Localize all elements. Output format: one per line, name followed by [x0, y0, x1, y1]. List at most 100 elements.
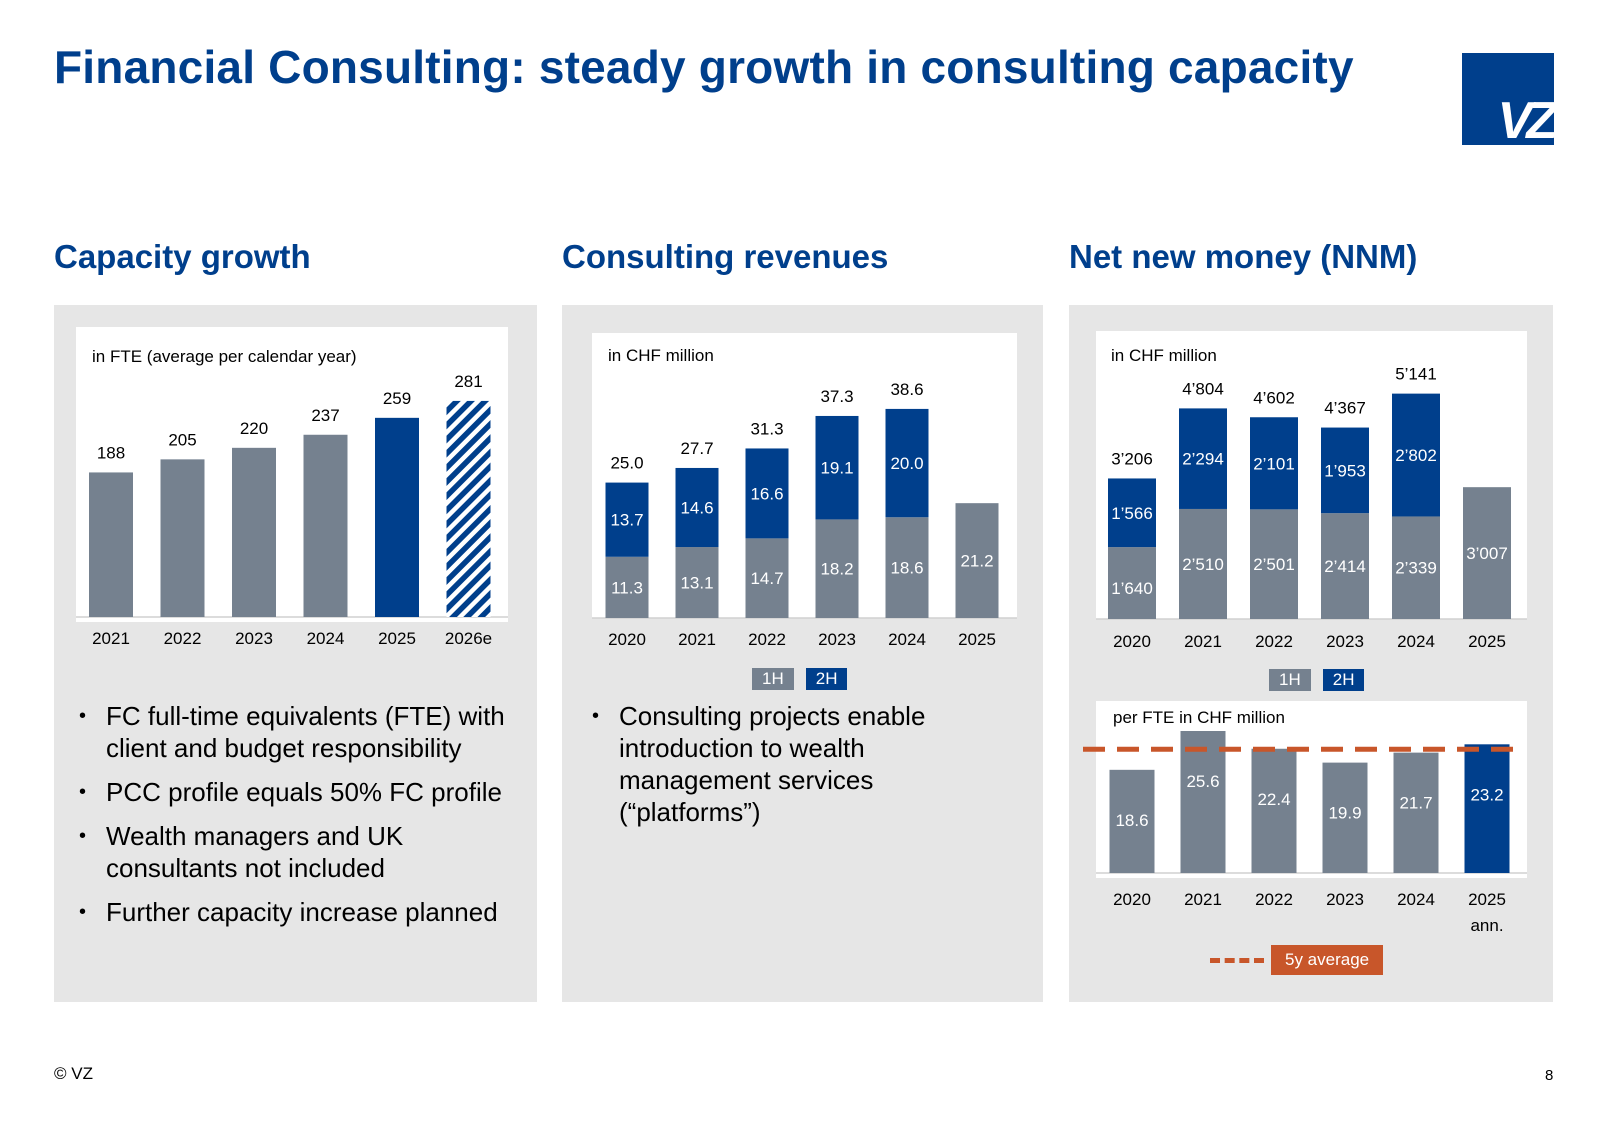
x-tick-label: 2025 [958, 630, 996, 649]
bar-segment-1h [675, 547, 719, 618]
bullet: FC full-time equivalents (FTE) with clie… [79, 700, 519, 764]
bullet: PCC profile equals 50% FC profile [79, 776, 519, 808]
total-label: 4’804 [1182, 379, 1224, 398]
bar-segment-2h [675, 467, 719, 548]
bar-segment-2h [605, 482, 649, 557]
x-tick-label: 2025 [1468, 890, 1506, 909]
capacity-panel: in FTE (average per calendar year) 188 202… [54, 305, 537, 1002]
total-label: 3’206 [1111, 449, 1153, 468]
bar-segment-2h [815, 415, 859, 520]
bar-segment-1h [885, 517, 929, 618]
bar-segment-1h [1179, 508, 1227, 619]
page-title: Financial Consulting: steady growth in c… [54, 41, 1354, 93]
capacity-bullets: FC full-time equivalents (FTE) with clie… [79, 700, 519, 940]
bar-segment-1h [605, 556, 649, 618]
bar-segment-1h [1250, 509, 1298, 619]
bar [1393, 752, 1439, 873]
x-tick-label: 2021 [1184, 890, 1222, 909]
bar [303, 434, 348, 617]
x-tick-label: 2023 [1326, 890, 1364, 909]
x-tick-label: 2024 [307, 629, 345, 648]
data-label: 220 [240, 419, 268, 438]
data-label: 1’953 [1324, 461, 1366, 480]
bar-segment-1h [1463, 487, 1511, 619]
bar [89, 472, 133, 617]
capacity-chart-box [76, 327, 508, 622]
total-label: 5’141 [1395, 365, 1437, 384]
revenues-panel: in CHF million 11.3 13.7 25.0 2020 13.1 14.6 27… [562, 305, 1043, 1002]
data-label: 14.6 [680, 499, 713, 518]
data-label: 259 [383, 389, 411, 408]
capacity-section-title: Capacity growth [54, 238, 311, 275]
bar [1251, 748, 1297, 873]
data-label: 281 [454, 372, 482, 391]
legend-1h: 1H [752, 668, 794, 690]
chart-title: in FTE (average per calendar year) [92, 347, 357, 366]
vz-logo: VZ [1462, 53, 1554, 145]
data-label: 11.3 [611, 578, 643, 597]
bar-segment-1h [1108, 547, 1156, 619]
bar [446, 400, 491, 617]
x-tick-label: 2023 [1326, 632, 1364, 651]
x-tick-label: 2024 [888, 630, 926, 649]
x-tick-label: 2021 [1184, 632, 1222, 651]
revenues-chart-box [592, 333, 1017, 618]
average-legend-line [1210, 958, 1264, 963]
x-tick-label: 2023 [235, 629, 273, 648]
revenues-legend: 1H 2H [752, 668, 848, 690]
bar-segment-2h [885, 408, 929, 518]
x-tick-label: 2021 [678, 630, 716, 649]
data-label: 18.6 [890, 559, 923, 578]
x-tick-label: 2022 [164, 629, 202, 648]
data-label: 18.6 [1115, 811, 1148, 830]
data-label: 21.2 [960, 552, 993, 571]
nnm-legend: 1H 2H [1269, 669, 1365, 691]
revenues-chart: in CHF million 11.3 13.7 25.0 2020 13.1 14.6 27… [592, 346, 1017, 649]
data-label: 2’339 [1395, 559, 1437, 578]
data-label: 20.0 [890, 454, 923, 473]
average-legend-label: 5y average [1271, 945, 1384, 975]
data-label: 25.6 [1186, 772, 1219, 791]
data-label: 1’640 [1111, 579, 1153, 598]
legend-2h: 2H [1322, 669, 1365, 691]
x-tick-label: 2026e [445, 629, 492, 648]
bar [375, 417, 419, 617]
bar-segment-2h [1108, 478, 1156, 548]
x-tick-label: 2024 [1397, 632, 1435, 651]
nnm-chart: in CHF million 1’640 1’566 3’206 2020 2’510 2’… [1096, 346, 1527, 651]
nnm-section-title: Net new money (NNM) [1069, 238, 1418, 275]
data-label: 14.7 [750, 569, 783, 588]
data-label: 16.6 [750, 484, 783, 503]
data-label: 205 [168, 430, 196, 449]
x-tick-label: 2022 [1255, 632, 1293, 651]
chart-title: in CHF million [1111, 346, 1217, 365]
bar [1322, 762, 1368, 873]
nnm-fte-chart-box [1096, 701, 1527, 878]
x-tick-label: 2023 [818, 630, 856, 649]
chart-title: per FTE in CHF million [1113, 708, 1285, 727]
legend-2h: 2H [805, 668, 848, 690]
data-label: 13.1 [680, 574, 713, 593]
x-tick-label: 2022 [748, 630, 786, 649]
x-tick-label: 2025 [378, 629, 416, 648]
data-label: 2’101 [1253, 454, 1295, 473]
data-label: 19.1 [820, 459, 853, 478]
data-label: 2’501 [1253, 555, 1295, 574]
bar [1109, 769, 1155, 873]
total-label: 4’602 [1253, 388, 1295, 407]
bar-segment-2h [1179, 408, 1227, 509]
bar-segment-1h [1392, 516, 1440, 619]
data-label: 21.7 [1399, 794, 1432, 813]
total-label: 25.0 [610, 454, 643, 473]
data-label: 237 [311, 406, 339, 425]
data-label: 2’510 [1182, 555, 1224, 574]
total-label: 31.3 [750, 419, 783, 438]
revenues-section-title: Consulting revenues [562, 238, 889, 275]
revenues-bullets: Consulting projects enable introduction … [592, 700, 1022, 840]
x-tick-label: 2022 [1255, 890, 1293, 909]
average-legend: 5y average [1210, 945, 1398, 975]
x-tick-label: 2020 [1113, 890, 1151, 909]
bar-segment-1h [745, 538, 789, 618]
data-label: 2’294 [1182, 450, 1224, 469]
legend-1h: 1H [1269, 669, 1311, 691]
